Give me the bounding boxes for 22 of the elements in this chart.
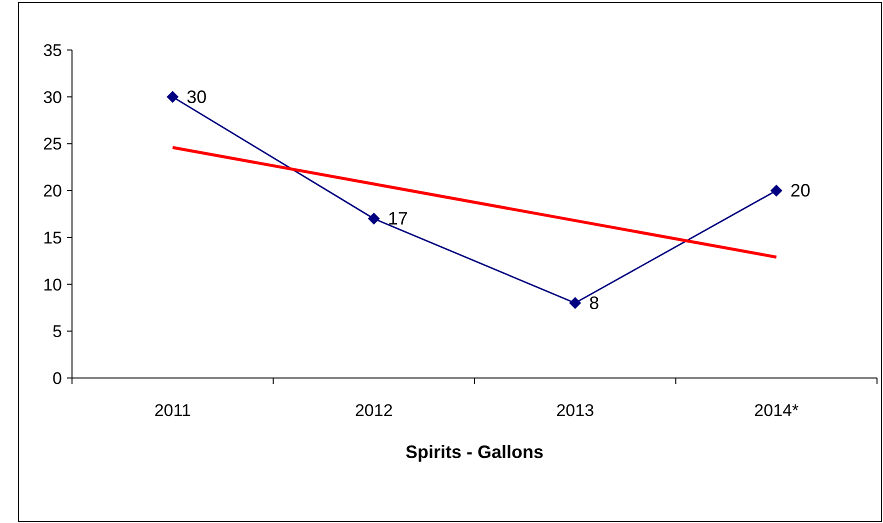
y-tick-label: 10 bbox=[43, 275, 62, 294]
y-tick-label: 30 bbox=[43, 88, 62, 107]
y-tick-label: 15 bbox=[43, 228, 62, 248]
x-tick-label: 2011 bbox=[154, 401, 191, 420]
point bbox=[166, 90, 179, 103]
point bbox=[368, 212, 380, 225]
x-tick-label: 2014* bbox=[754, 401, 799, 420]
data-label: 20 bbox=[790, 180, 810, 201]
data-label: 8 bbox=[589, 293, 600, 314]
x-tick-label: 2013 bbox=[556, 401, 594, 420]
x-tick-label: 2012 bbox=[354, 401, 393, 420]
data-label: 17 bbox=[388, 208, 408, 229]
point bbox=[770, 184, 782, 197]
y-tick-label: 5 bbox=[52, 322, 62, 342]
y-tick-label: 35 bbox=[43, 41, 62, 60]
y-tick-label: 0 bbox=[52, 369, 62, 388]
y-tick-label: 25 bbox=[43, 134, 62, 154]
y-tick-label: 20 bbox=[43, 182, 62, 201]
data-label: 30 bbox=[186, 86, 207, 107]
x-axis-title: Spirits - Gallons bbox=[405, 442, 544, 462]
point bbox=[569, 297, 582, 310]
line-series bbox=[171, 146, 778, 259]
